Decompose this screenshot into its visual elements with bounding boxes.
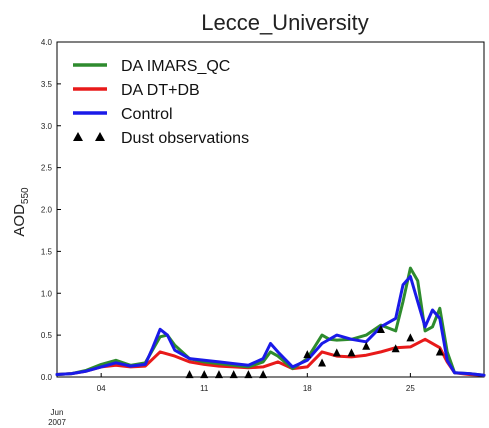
dust-observation-marker <box>318 358 327 367</box>
dust-observation-marker <box>362 341 371 350</box>
legend-label: DA DT+DB <box>121 82 200 99</box>
svg-text:AOD550: AOD550 <box>11 187 31 237</box>
y-tick-label: 3.5 <box>41 80 53 89</box>
dust-observation-marker <box>259 370 268 379</box>
series-line-control <box>55 275 486 377</box>
y-tick-label: 1.5 <box>41 247 53 256</box>
dust-observation-marker <box>229 370 238 379</box>
legend-label: Dust observations <box>121 130 249 147</box>
y-tick-label: 1.0 <box>41 289 53 298</box>
y-axis-label: AOD550 <box>11 187 31 237</box>
y-tick-label: 2.0 <box>41 206 53 215</box>
dust-observation-marker <box>303 350 312 359</box>
date-caption-month: Jun <box>51 408 64 417</box>
dust-observation-marker <box>435 347 444 356</box>
dust-observation-marker <box>391 344 400 353</box>
x-tick-label: 25 <box>406 384 415 393</box>
x-tick-label: 04 <box>97 384 106 393</box>
series-lines <box>55 266 486 377</box>
legend-marker-dust <box>73 132 83 141</box>
legend: DA IMARS_QC DA DT+DB Control Dust observati… <box>73 58 249 147</box>
y-axis-label-main: AOD <box>11 204 28 237</box>
date-caption: Jun 2007 <box>48 408 66 427</box>
y-tick-label: 0.5 <box>41 331 53 340</box>
x-tick-label: 11 <box>200 384 209 393</box>
y-tick-label: 2.5 <box>41 164 53 173</box>
dust-observation-marker <box>244 370 253 379</box>
legend-marker-dust <box>95 132 105 141</box>
dust-observation-marker <box>376 324 385 333</box>
dust-observation-marker <box>200 370 209 379</box>
y-axis-label-subscript: 550 <box>20 187 31 204</box>
legend-label: DA IMARS_QC <box>121 58 230 75</box>
x-tick-label: 18 <box>303 384 312 393</box>
plot-frame <box>56 41 485 378</box>
dust-observation-marker <box>347 348 356 357</box>
chart-title: Lecce_University <box>201 10 369 35</box>
y-tick-label: 0.0 <box>41 373 53 382</box>
dust-markers <box>185 324 444 379</box>
y-tick-label: 4.0 <box>41 38 53 47</box>
dust-observation-marker <box>332 348 341 357</box>
y-tick-label: 3.0 <box>41 122 53 131</box>
dust-observation-marker <box>185 370 194 379</box>
dust-observation-marker <box>214 370 223 379</box>
y-ticks: 0.0 0.5 1.0 1.5 2.0 2.5 3.0 3.5 4.0 <box>41 38 61 382</box>
dust-observation-marker <box>406 333 415 342</box>
date-caption-year: 2007 <box>48 418 66 427</box>
legend-label: Control <box>121 106 173 123</box>
plot-area: 0.0 0.5 1.0 1.5 2.0 2.5 3.0 3.5 4.0 04 11 18 25 <box>41 38 486 393</box>
